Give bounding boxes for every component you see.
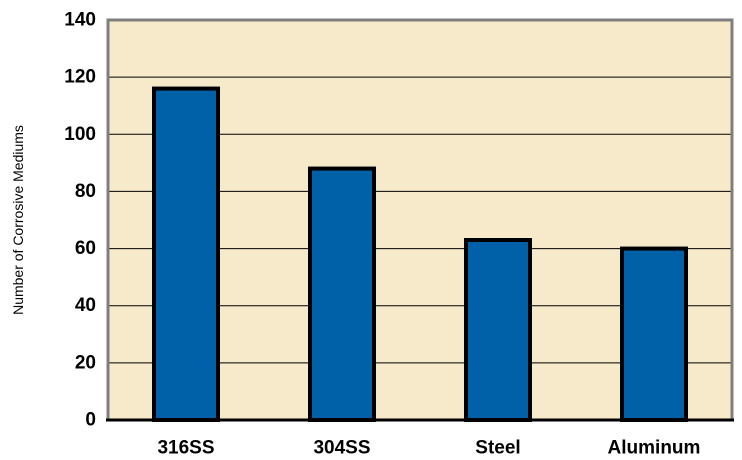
x-axis-labels: 316SS 304SS Steel Aluminum bbox=[157, 438, 700, 459]
y-tick-label: 80 bbox=[75, 181, 96, 202]
bar-steel bbox=[464, 238, 532, 422]
y-tick-label: 120 bbox=[64, 67, 96, 88]
y-tick-label: 140 bbox=[64, 10, 96, 31]
y-tick-label: 60 bbox=[75, 238, 96, 259]
y-axis-ticks: 0 20 40 60 80 100 120 140 bbox=[64, 10, 96, 431]
x-tick-label: Aluminum bbox=[608, 438, 701, 459]
bar-aluminum bbox=[620, 246, 688, 422]
bar-304ss bbox=[308, 166, 376, 422]
y-tick-label: 100 bbox=[64, 124, 96, 145]
y-axis-title: Number of Corrosive Mediums bbox=[10, 125, 26, 315]
plot-border bbox=[106, 18, 734, 420]
x-tick-label: Steel bbox=[475, 438, 520, 459]
y-tick-label: 40 bbox=[75, 295, 96, 316]
x-tick-label: 316SS bbox=[157, 438, 214, 459]
bar-316ss bbox=[152, 86, 220, 422]
x-tick-label: 304SS bbox=[313, 438, 370, 459]
y-tick-label: 20 bbox=[75, 352, 96, 373]
plot-frame bbox=[106, 18, 734, 422]
y-tick-label: 0 bbox=[85, 410, 96, 431]
bars bbox=[152, 86, 688, 422]
